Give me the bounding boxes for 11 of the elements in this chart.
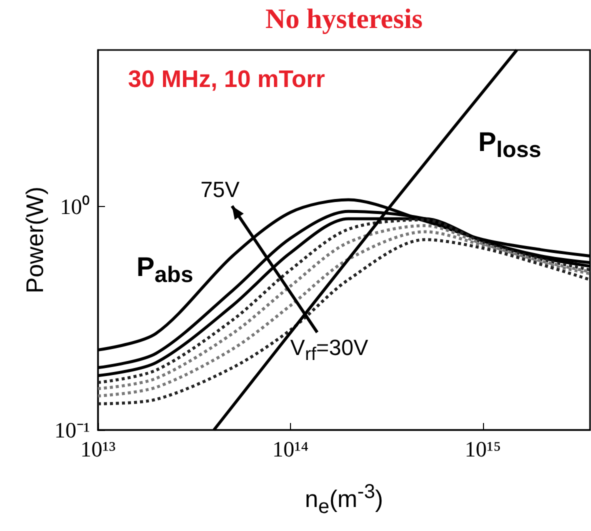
annotation: V$_{rf}$=30V xyxy=(290,334,368,366)
annotation: 75V xyxy=(200,176,240,203)
annotation: P$_{loss}$ xyxy=(478,126,542,164)
y-axis-title: Power(W) xyxy=(22,186,50,294)
x-axis-title: n$_{e}$(m$^{-3}$) xyxy=(304,481,384,519)
x-tick-label: 10¹⁵ xyxy=(464,436,502,462)
annotation: 30 MHz, 10 mTorr xyxy=(128,66,325,94)
chart-title: No hysteresis xyxy=(264,4,424,36)
y-tick-label: 10⁰ xyxy=(60,194,90,219)
x-tick-label: 10¹⁴ xyxy=(272,436,309,462)
annotation: P$_{abs}$ xyxy=(136,252,194,289)
